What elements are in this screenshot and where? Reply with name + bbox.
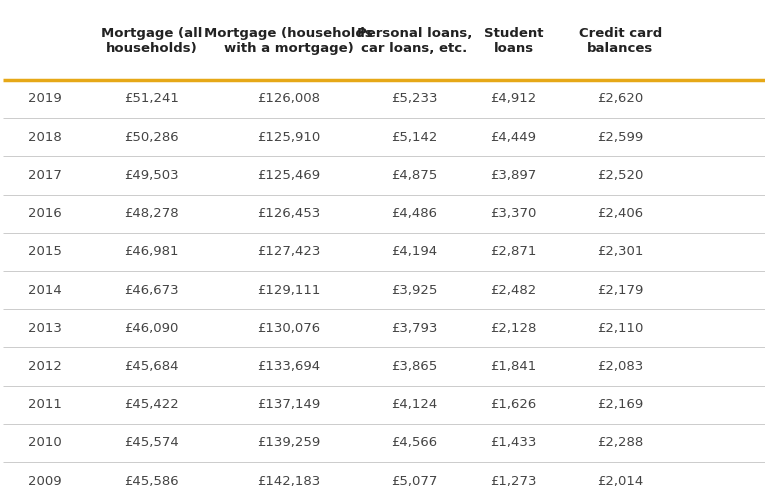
Text: £2,110: £2,110 [598, 322, 644, 335]
Text: 2019: 2019 [28, 93, 61, 106]
Text: £4,194: £4,194 [392, 245, 438, 259]
Text: £2,014: £2,014 [598, 475, 644, 487]
Text: £45,586: £45,586 [124, 475, 179, 487]
Text: Mortgage (all
households): Mortgage (all households) [101, 27, 202, 55]
Text: 2018: 2018 [28, 131, 61, 144]
Text: £2,301: £2,301 [598, 245, 644, 259]
Text: £142,183: £142,183 [257, 475, 320, 487]
Text: Personal loans,
car loans, etc.: Personal loans, car loans, etc. [357, 27, 472, 55]
Text: £50,286: £50,286 [124, 131, 179, 144]
Text: £2,169: £2,169 [598, 398, 644, 411]
Text: 2015: 2015 [28, 245, 61, 259]
Text: £2,620: £2,620 [598, 93, 644, 106]
Text: 2017: 2017 [28, 169, 61, 182]
Text: £46,981: £46,981 [124, 245, 179, 259]
Text: £129,111: £129,111 [257, 284, 320, 297]
Text: £5,233: £5,233 [391, 93, 438, 106]
Text: £4,566: £4,566 [392, 437, 438, 449]
Text: £2,871: £2,871 [491, 245, 537, 259]
Text: £45,574: £45,574 [124, 437, 179, 449]
Text: £125,910: £125,910 [257, 131, 320, 144]
Text: £4,875: £4,875 [392, 169, 438, 182]
Text: £3,370: £3,370 [491, 207, 537, 220]
Text: 2014: 2014 [28, 284, 61, 297]
Text: 2013: 2013 [28, 322, 61, 335]
Text: £2,288: £2,288 [598, 437, 644, 449]
Text: £126,453: £126,453 [257, 207, 320, 220]
Text: 2011: 2011 [28, 398, 61, 411]
Text: £2,128: £2,128 [491, 322, 537, 335]
Text: 2009: 2009 [28, 475, 61, 487]
Text: £139,259: £139,259 [257, 437, 320, 449]
Text: £51,241: £51,241 [124, 93, 179, 106]
Text: £2,179: £2,179 [598, 284, 644, 297]
Text: £4,449: £4,449 [491, 131, 537, 144]
Text: £130,076: £130,076 [257, 322, 320, 335]
Text: £3,925: £3,925 [392, 284, 438, 297]
Text: £137,149: £137,149 [257, 398, 320, 411]
Text: £46,090: £46,090 [124, 322, 179, 335]
Text: £1,626: £1,626 [491, 398, 537, 411]
Text: £45,422: £45,422 [124, 398, 179, 411]
Text: £3,865: £3,865 [392, 360, 438, 373]
Text: £3,897: £3,897 [491, 169, 537, 182]
Text: £133,694: £133,694 [257, 360, 320, 373]
Text: £2,599: £2,599 [598, 131, 644, 144]
Text: £1,841: £1,841 [491, 360, 537, 373]
Text: £127,423: £127,423 [257, 245, 320, 259]
Text: £5,142: £5,142 [392, 131, 438, 144]
Text: £1,273: £1,273 [490, 475, 537, 487]
Text: £45,684: £45,684 [124, 360, 179, 373]
Text: £126,008: £126,008 [257, 93, 320, 106]
Text: 2016: 2016 [28, 207, 61, 220]
Text: £2,520: £2,520 [598, 169, 644, 182]
Text: Mortgage (households
with a mortgage): Mortgage (households with a mortgage) [204, 27, 373, 55]
Text: £2,482: £2,482 [491, 284, 537, 297]
Text: £3,793: £3,793 [392, 322, 438, 335]
Text: £2,406: £2,406 [598, 207, 644, 220]
Text: £49,503: £49,503 [124, 169, 179, 182]
Text: £48,278: £48,278 [124, 207, 179, 220]
Text: £5,077: £5,077 [392, 475, 438, 487]
Text: 2010: 2010 [28, 437, 61, 449]
Text: £4,912: £4,912 [491, 93, 537, 106]
Text: Credit card
balances: Credit card balances [579, 27, 662, 55]
Text: £4,124: £4,124 [392, 398, 438, 411]
Text: £1,433: £1,433 [491, 437, 537, 449]
Text: £125,469: £125,469 [257, 169, 320, 182]
Text: £2,083: £2,083 [598, 360, 644, 373]
Text: Student
loans: Student loans [484, 27, 544, 55]
Text: 2012: 2012 [28, 360, 61, 373]
Text: £4,486: £4,486 [392, 207, 438, 220]
Text: £46,673: £46,673 [124, 284, 179, 297]
